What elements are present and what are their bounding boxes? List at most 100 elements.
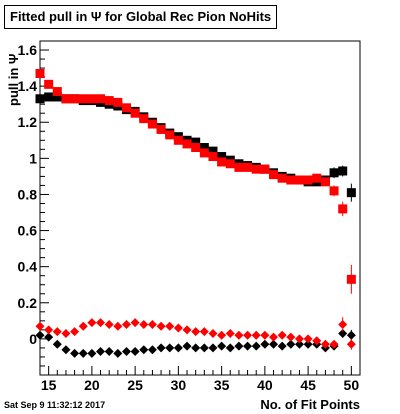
y-tick-label: 1.4 <box>18 78 38 94</box>
data-point-square <box>217 152 227 162</box>
data-point-square <box>346 188 356 198</box>
data-point-diamond <box>260 339 270 349</box>
data-point-diamond <box>286 339 296 349</box>
data-point-square <box>303 175 313 185</box>
data-point-diamond <box>165 343 175 353</box>
data-point-square <box>346 274 356 284</box>
x-tick-label: 30 <box>171 377 187 393</box>
data-point-diamond <box>130 347 140 357</box>
data-point-square <box>199 148 209 158</box>
data-point-square <box>338 166 348 176</box>
data-point-diamond <box>121 319 131 329</box>
data-point-diamond <box>243 330 253 340</box>
data-point-square <box>338 204 348 214</box>
data-point-square <box>217 157 227 167</box>
data-point-diamond <box>182 325 192 335</box>
data-point-diamond <box>139 319 149 329</box>
y-tick-label: 0.8 <box>18 186 38 202</box>
data-point-diamond <box>217 330 227 340</box>
data-point-diamond <box>277 330 287 340</box>
chart-title: Fitted pull in Ψ for Global Rec Pion NoH… <box>4 5 278 29</box>
data-point-diamond <box>269 339 279 349</box>
data-point-square <box>113 97 123 107</box>
data-point-diamond <box>208 328 218 338</box>
data-point-square <box>182 139 192 149</box>
y-tick-label: 0.4 <box>18 259 38 275</box>
data-point-diamond <box>70 327 80 337</box>
data-point-diamond <box>165 321 175 331</box>
data-point-square <box>277 173 287 183</box>
data-point-diamond <box>338 319 348 329</box>
data-point-square <box>251 164 261 174</box>
data-point-square <box>147 119 157 129</box>
data-point-diamond <box>147 319 157 329</box>
data-point-diamond <box>251 341 261 351</box>
y-tick-label: 0.6 <box>18 223 38 239</box>
data-point-diamond <box>52 339 62 349</box>
data-point-diamond <box>173 323 183 333</box>
data-point-square <box>208 152 218 162</box>
data-point-diamond <box>78 348 88 358</box>
data-point-diamond <box>277 341 287 351</box>
data-point-square <box>208 146 218 156</box>
data-point-diamond <box>44 332 54 342</box>
data-point-diamond <box>87 318 97 328</box>
x-tick-label: 40 <box>257 377 273 393</box>
data-point-square <box>165 130 175 140</box>
x-axis-label: No. of Fit Points <box>260 397 360 412</box>
y-tick-label: 0.2 <box>18 295 38 311</box>
data-point-square <box>312 173 322 183</box>
data-point-diamond <box>113 348 123 358</box>
data-point-diamond <box>208 343 218 353</box>
data-point-diamond <box>78 321 88 331</box>
data-point-diamond <box>96 347 106 357</box>
data-point-diamond <box>156 343 166 353</box>
data-point-diamond <box>44 325 54 335</box>
data-point-square <box>199 143 209 153</box>
data-point-diamond <box>139 345 149 355</box>
data-point-square <box>191 143 201 153</box>
data-point-diamond <box>121 347 131 357</box>
data-point-square <box>320 177 330 187</box>
data-point-diamond <box>199 343 209 353</box>
data-point-diamond <box>346 330 356 340</box>
x-tick-label: 20 <box>84 377 100 393</box>
data-point-diamond <box>294 334 304 344</box>
data-point-square <box>35 94 45 104</box>
data-point-diamond <box>191 327 201 337</box>
data-point-diamond <box>191 343 201 353</box>
data-point-square <box>234 162 244 172</box>
data-point-square <box>104 96 114 106</box>
y-tick-label: 0 <box>29 331 37 347</box>
data-point-diamond <box>338 328 348 338</box>
data-point-square <box>44 79 54 89</box>
data-point-diamond <box>61 345 71 355</box>
data-point-square <box>52 92 62 102</box>
data-point-square <box>286 175 296 185</box>
data-point-diamond <box>96 318 106 328</box>
data-point-diamond <box>147 345 157 355</box>
data-point-square <box>269 170 279 180</box>
data-point-diamond <box>199 327 209 337</box>
data-point-square <box>70 94 80 104</box>
data-marks <box>35 68 356 358</box>
data-point-diamond <box>61 328 71 338</box>
data-point-diamond <box>225 343 235 353</box>
data-point-square <box>96 94 106 104</box>
data-point-diamond <box>217 341 227 351</box>
x-tick-label: 15 <box>41 377 57 393</box>
data-point-diamond <box>130 318 140 328</box>
data-point-square <box>329 168 339 178</box>
data-point-diamond <box>234 341 244 351</box>
data-point-diamond <box>329 339 339 349</box>
plot-frame <box>39 40 361 376</box>
timestamp-label: Sat Sep 9 11:32:12 2017 <box>4 400 106 410</box>
data-point-square <box>35 68 45 78</box>
axis-ticks: 15 20 25 30 35 40 45 50 0 0.2 0.4 0.6 0.8 1 1.2 1.4 1.6 <box>18 40 361 393</box>
data-point-diamond <box>303 334 313 344</box>
data-point-square <box>130 108 140 118</box>
data-point-diamond <box>113 321 123 331</box>
data-point-square <box>225 159 235 169</box>
data-point-diamond <box>303 339 313 349</box>
data-point-square <box>61 94 71 104</box>
